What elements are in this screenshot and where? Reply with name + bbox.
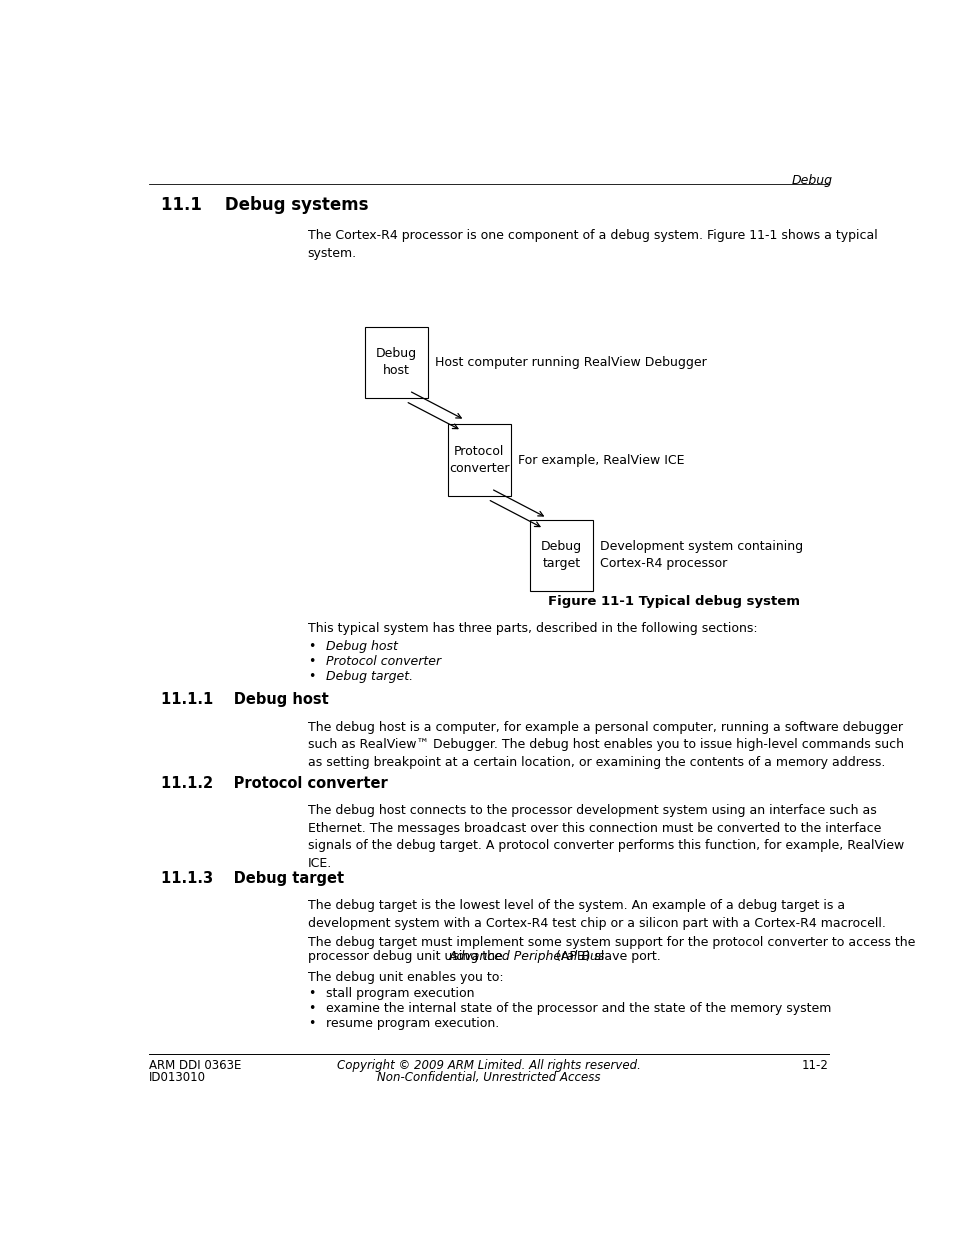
Bar [530,520,592,590]
Text: This typical system has three parts, described in the following sections:: This typical system has three parts, des… [308,621,757,635]
Text: The debug unit enables you to:: The debug unit enables you to: [308,971,503,984]
Text: Advanced Peripheral Bus: Advanced Peripheral Bus [449,950,605,963]
Text: 11.1.3    Debug target: 11.1.3 Debug target [161,871,344,885]
Text: (APB) slave port.: (APB) slave port. [551,950,659,963]
Text: Non-Confidential, Unrestricted Access: Non-Confidential, Unrestricted Access [376,1071,600,1083]
Bar [447,425,510,495]
Text: The debug target must implement some system support for the protocol converter t: The debug target must implement some sys… [308,936,914,948]
Text: ARM DDI 0363E: ARM DDI 0363E [149,1060,241,1072]
Text: Debug host: Debug host [326,640,397,653]
Text: Debug target.: Debug target. [326,671,413,683]
Text: The debug target is the lowest level of the system. An example of a debug target: The debug target is the lowest level of … [308,899,884,930]
Text: Debug: Debug [791,174,832,186]
Text: processor debug unit using the: processor debug unit using the [308,950,506,963]
Text: Protocol converter: Protocol converter [326,655,441,668]
Text: examine the internal state of the processor and the state of the memory system: examine the internal state of the proces… [326,1002,831,1015]
Text: The Cortex-R4 processor is one component of a debug system. Figure 11-1 shows a : The Cortex-R4 processor is one component… [308,228,877,259]
Text: •: • [308,1002,314,1015]
Text: •: • [308,640,314,653]
Text: Debug
host: Debug host [375,347,416,377]
Text: The debug host connects to the processor development system using an interface s: The debug host connects to the processor… [308,804,903,869]
Text: •: • [308,1018,314,1030]
Text: The debug host is a computer, for example a personal computer, running a softwar: The debug host is a computer, for exampl… [308,721,902,768]
Text: stall program execution: stall program execution [326,987,475,1000]
Text: Debug
target: Debug target [540,540,581,571]
Text: •: • [308,655,314,668]
Text: 11-2: 11-2 [801,1060,828,1072]
Text: •: • [308,987,314,1000]
Text: Protocol
converter: Protocol converter [449,445,509,475]
Text: 11.1    Debug systems: 11.1 Debug systems [161,196,369,214]
Text: Host computer running RealView Debugger: Host computer running RealView Debugger [435,356,706,369]
Text: 11.1.1    Debug host: 11.1.1 Debug host [161,692,329,708]
Text: resume program execution.: resume program execution. [326,1018,499,1030]
Bar [365,326,428,398]
Text: ID013010: ID013010 [149,1071,206,1083]
Text: Figure 11-1 Typical debug system: Figure 11-1 Typical debug system [547,595,799,608]
Text: Copyright © 2009 ARM Limited. All rights reserved.: Copyright © 2009 ARM Limited. All rights… [336,1060,640,1072]
Text: 11.1.2    Protocol converter: 11.1.2 Protocol converter [161,776,388,790]
Text: For example, RealView ICE: For example, RealView ICE [518,453,684,467]
Text: •: • [308,671,314,683]
Text: Development system containing
Cortex-R4 processor: Development system containing Cortex-R4 … [599,540,802,571]
